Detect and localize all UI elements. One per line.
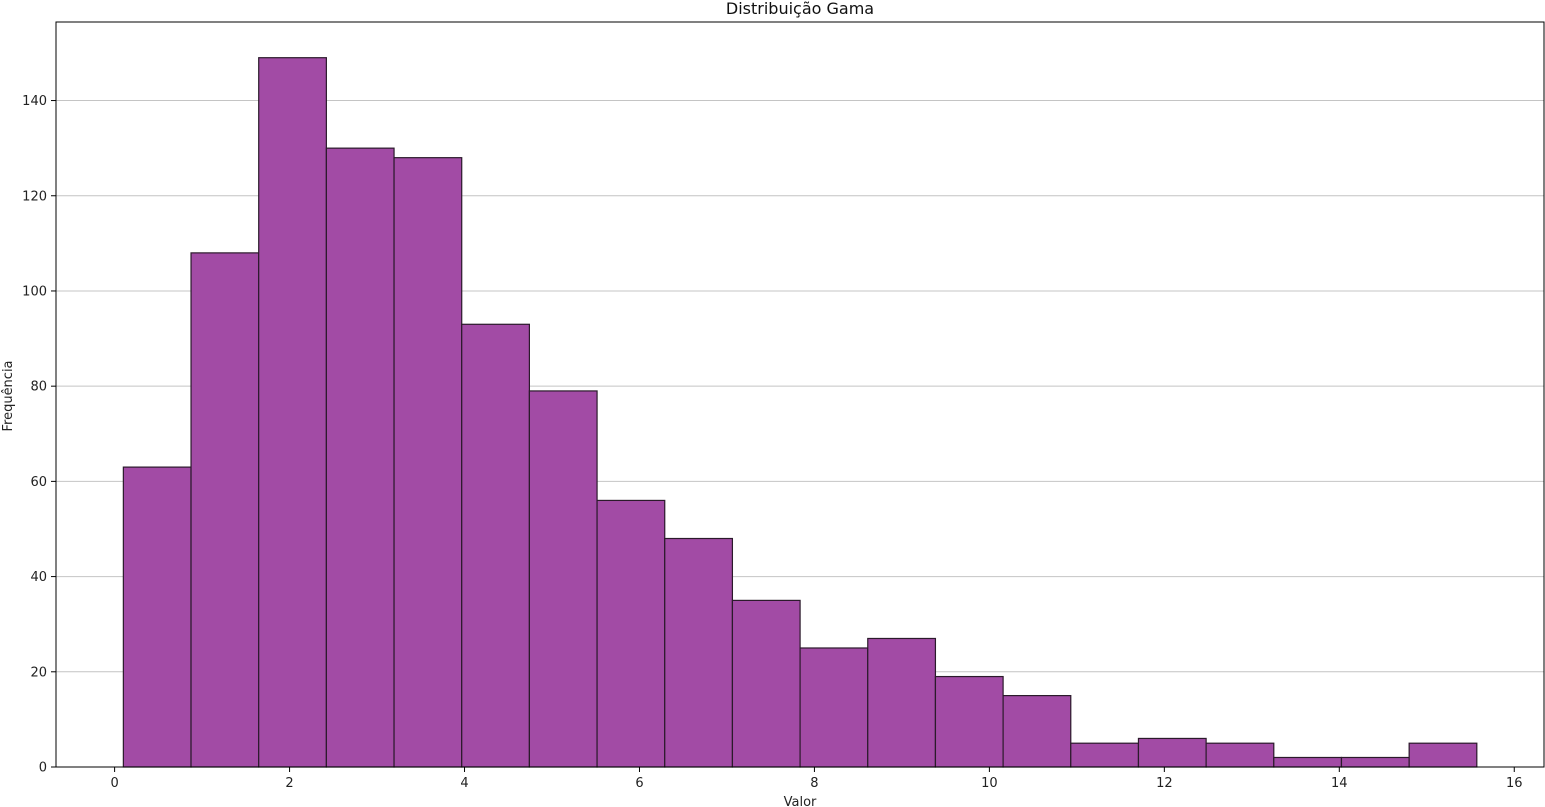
x-tick-label: 14 — [1331, 776, 1348, 791]
x-tick-label: 8 — [810, 776, 818, 791]
histogram-bar — [1273, 756, 1343, 768]
x-tick-label: 10 — [981, 776, 998, 791]
histogram-bar — [461, 323, 530, 768]
x-tick-label: 6 — [635, 776, 643, 791]
y-tick-label: 120 — [22, 189, 47, 204]
x-tick-label: 4 — [460, 776, 468, 791]
histogram-bar — [122, 466, 192, 768]
histogram-bar — [1002, 694, 1072, 768]
histogram-bar — [1205, 742, 1275, 768]
chart-title: Distribuição Gama — [726, 0, 874, 18]
x-tick-label: 2 — [285, 776, 293, 791]
histogram-bar — [596, 499, 666, 768]
histogram-bar — [393, 157, 463, 768]
histogram-bar — [799, 647, 869, 768]
histogram-bar — [528, 390, 598, 768]
histogram-bar — [190, 252, 260, 768]
y-tick-label: 20 — [30, 665, 47, 680]
y-tick-label: 80 — [30, 380, 47, 395]
y-tick-label: 40 — [30, 570, 47, 585]
histogram-bar — [1408, 742, 1478, 768]
histogram-bar — [934, 675, 1004, 768]
y-tick-label: 140 — [22, 94, 47, 109]
x-axis-ticks: 0 2 4 6 8 10 12 14 16 — [110, 767, 1523, 791]
y-tick-label: 100 — [22, 284, 47, 299]
x-tick-label: 16 — [1506, 776, 1523, 791]
plot-area-frame — [55, 21, 1545, 768]
x-tick-label: 0 — [110, 776, 118, 791]
x-tick-label: 12 — [1156, 776, 1173, 791]
histogram-bar — [1070, 742, 1140, 768]
x-axis-title: Valor — [784, 795, 817, 807]
histogram-bar — [325, 147, 395, 768]
y-axis-ticks: 0 20 40 60 80 100 120 140 — [22, 94, 56, 776]
histogram-bar — [867, 637, 937, 768]
y-tick-label: 60 — [30, 475, 47, 490]
histogram-bars — [122, 57, 1478, 768]
histogram-bar — [1137, 737, 1207, 768]
histogram-bar — [258, 57, 327, 768]
histogram-bar — [731, 599, 801, 768]
y-tick-label: 0 — [39, 761, 47, 776]
histogram-bar — [1340, 756, 1410, 768]
histogram-bar — [664, 537, 734, 768]
y-axis-title: Frequência — [1, 360, 16, 431]
